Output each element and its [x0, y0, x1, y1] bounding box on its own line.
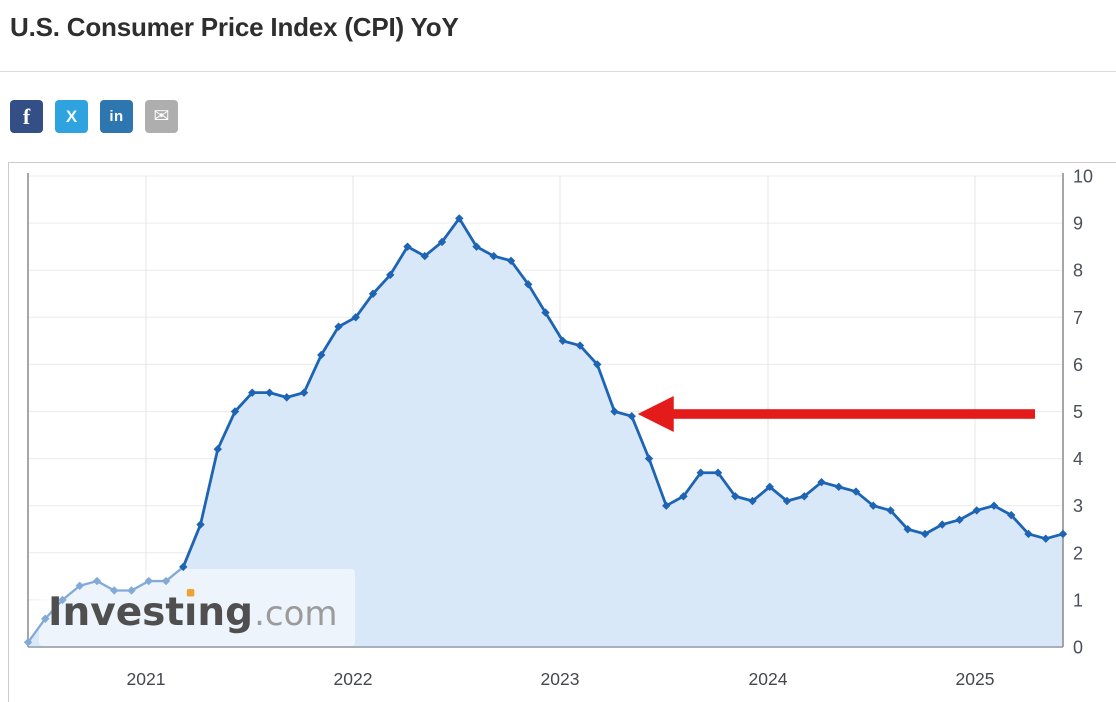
svg-text:6: 6 [1073, 355, 1083, 375]
share-x-button[interactable]: X [55, 100, 88, 133]
area-fill [28, 218, 1063, 647]
svg-text:2: 2 [1073, 543, 1083, 563]
svg-text:2023: 2023 [541, 669, 580, 689]
investing-watermark: Invest ıng .com [48, 589, 338, 635]
svg-text:4: 4 [1073, 449, 1083, 469]
x-twitter-icon: X [65, 107, 78, 126]
svg-text:5: 5 [1073, 402, 1083, 422]
y-axis-labels: 0 1 2 3 4 5 6 7 8 9 10 [1073, 167, 1093, 658]
svg-text:2021: 2021 [127, 669, 166, 689]
svg-text:8: 8 [1073, 261, 1083, 281]
divider [0, 71, 1116, 72]
watermark-box [39, 569, 355, 646]
svg-text:10: 10 [1073, 167, 1093, 187]
share-facebook-button[interactable]: f [10, 100, 43, 133]
linkedin-icon: in [109, 108, 124, 125]
facebook-icon: f [22, 103, 31, 129]
x-axis-labels: 2021 2022 2023 2024 2025 [127, 669, 995, 689]
svg-text:1: 1 [1073, 590, 1083, 610]
red-arrow-annotation [637, 396, 1035, 432]
share-email-button[interactable]: ✉ [145, 100, 178, 133]
svg-text:Invest: Invest [48, 590, 184, 635]
cpi-line [181, 216, 1064, 568]
share-linkedin-button[interactable]: in [100, 100, 133, 133]
svg-text:ıng: ıng [184, 590, 253, 635]
svg-text:2022: 2022 [334, 669, 373, 689]
svg-text:3: 3 [1073, 496, 1083, 516]
svg-text:2025: 2025 [956, 669, 995, 689]
cpi-line-faded [27, 566, 184, 643]
svg-text:2024: 2024 [749, 669, 788, 689]
svg-text:0: 0 [1073, 638, 1083, 658]
email-icon: ✉ [153, 106, 170, 127]
svg-text:7: 7 [1073, 308, 1083, 328]
cpi-yoy-chart[interactable]: Invest ıng .com 0 1 2 3 4 5 6 7 8 9 10 2021 2022 2023 202… [8, 162, 1116, 702]
svg-text:.com: .com [254, 594, 337, 634]
svg-text:9: 9 [1073, 214, 1083, 234]
share-toolbar: f X in ✉ [10, 100, 178, 133]
page-title: U.S. Consumer Price Index (CPI) YoY [10, 12, 459, 42]
watermark-orange-dot [186, 589, 195, 597]
